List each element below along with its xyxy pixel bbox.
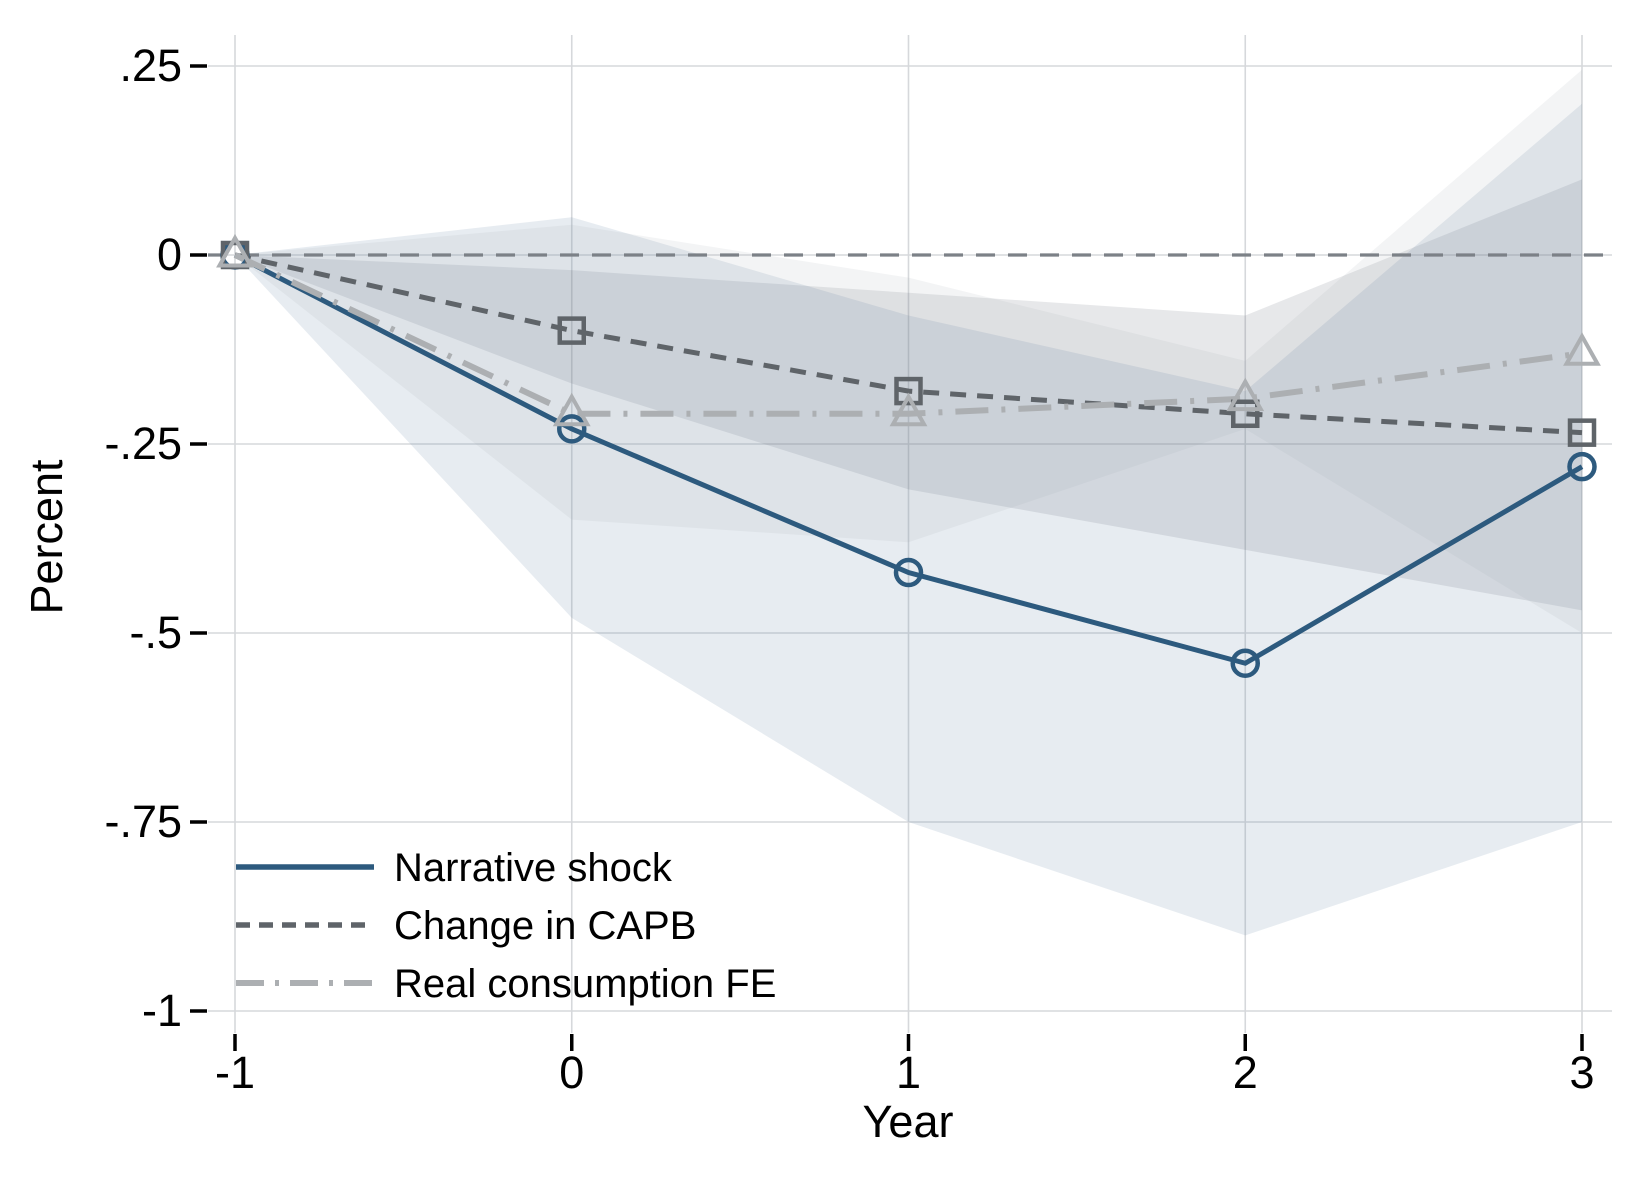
y-tick-label: .25 xyxy=(119,40,182,91)
square-marker-change-in-capb xyxy=(1567,418,1597,447)
circle-marker-narrative-shock xyxy=(1230,648,1260,678)
y-tick-label: -1 xyxy=(142,985,182,1036)
y-tick-label: -.75 xyxy=(104,796,182,847)
triangle-marker-real-consumption-fe xyxy=(889,392,928,427)
x-tick-label: -1 xyxy=(215,1047,255,1098)
x-tick-label: 2 xyxy=(1233,1047,1258,1098)
y-tick-label: 0 xyxy=(157,229,182,280)
triangle-marker-real-consumption-fe xyxy=(1563,332,1601,366)
y-tick-label: -.5 xyxy=(129,607,182,658)
triangle-marker-real-consumption-fe xyxy=(216,233,254,268)
circle-marker-narrative-shock xyxy=(893,557,924,588)
circle-marker-narrative-shock xyxy=(557,414,587,444)
legend-label-real-consumption-fe: Real consumption FE xyxy=(394,962,776,1006)
legend-label-change-in-capb: Change in CAPB xyxy=(394,904,696,948)
square-marker-change-in-capb xyxy=(1231,399,1260,429)
square-marker-change-in-capb xyxy=(894,376,923,406)
y-axis-title: Percent xyxy=(21,459,72,615)
triangle-marker-real-consumption-fe xyxy=(1226,377,1265,412)
circle-marker-narrative-shock xyxy=(1567,451,1597,482)
square-marker-change-in-capb xyxy=(557,316,586,345)
series-line-narrative-shock xyxy=(233,252,1584,666)
x-tick-label: 0 xyxy=(559,1047,584,1098)
series-line-change-in-capb xyxy=(234,252,1583,436)
y-tick-label: -.25 xyxy=(104,418,182,469)
x-axis-title: Year xyxy=(863,1096,954,1147)
triangle-marker-real-consumption-fe xyxy=(552,392,591,427)
ci-band-narrative-shock xyxy=(235,103,1582,936)
legend-label-narrative-shock: Narrative shock xyxy=(394,846,673,890)
x-tick-label: 1 xyxy=(896,1047,921,1098)
ci-band-real-consumption-fe xyxy=(235,69,1582,633)
x-tick-label: 3 xyxy=(1569,1047,1594,1098)
series-line-real-consumption-fe xyxy=(233,252,1583,417)
